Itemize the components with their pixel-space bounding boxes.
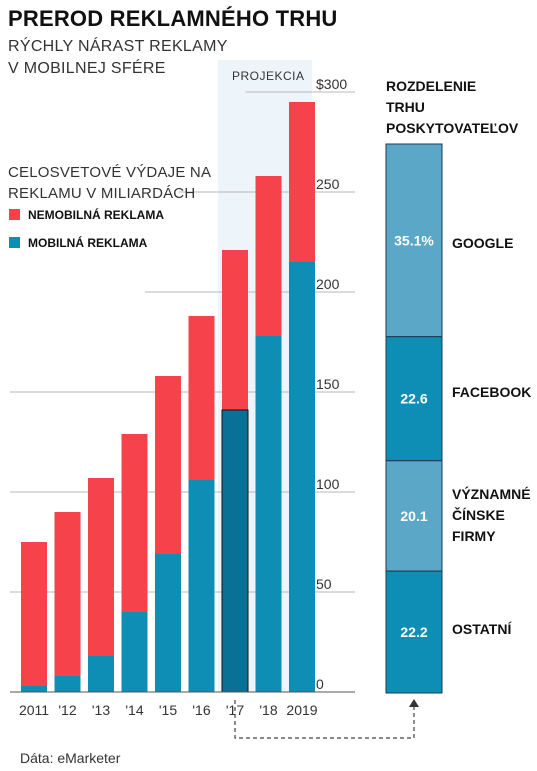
share-value-label: 20.1: [400, 508, 427, 524]
chart-subtitle-line-2: V MOBILNEJ SFÉRE: [8, 60, 166, 77]
share-label-facebook-line: FACEBOOK: [452, 384, 532, 400]
legend-label-mobile: MOBILNÁ REKLAMA: [28, 236, 148, 250]
x-tick-label: 2011: [19, 702, 49, 718]
bar-nonmobile: [88, 478, 114, 656]
chart-title: PREROD REKLAMNÉHO TRHU: [8, 6, 338, 31]
y-tick-label: 250: [316, 176, 340, 192]
share-segment: [385, 336, 443, 462]
y-tick-label: 200: [316, 276, 340, 292]
bar-nonmobile: [289, 102, 315, 262]
y-tick-label: 0: [316, 676, 324, 692]
y-tick-label: 100: [316, 476, 340, 492]
bar-nonmobile: [155, 376, 181, 554]
share-label-other-line: OSTATNÍ: [452, 621, 512, 637]
legend-title-line-2: REKLAMU V MILIARDÁCH: [8, 185, 196, 202]
y-tick-label: 150: [316, 376, 340, 392]
share-label-chinese-line-3: FIRMY: [452, 528, 496, 544]
bar-mobile: [54, 676, 81, 692]
legend-title-line-1: CELOSVETOVÉ VÝDAJE NA: [8, 164, 212, 181]
share-title-line-2: TRHU: [386, 99, 425, 115]
projection-connector: [234, 700, 415, 739]
share-segment: [385, 460, 443, 572]
x-tick-label: '13: [92, 702, 110, 718]
x-tick-label: '18: [259, 702, 277, 718]
chart-subtitle-line-1: RÝCHLY NÁRAST REKLAMY: [8, 38, 228, 55]
share-label-chinese-firms: VÝZNAMNÉ ČÍNSKE FIRMY: [452, 484, 531, 547]
legend-item-mobile: MOBILNÁ REKLAMA: [9, 236, 147, 250]
share-chart-title: ROZDELENIE TRHU POSKYTOVATEĽOV: [386, 76, 518, 139]
legend-label-nonmobile: NEMOBILNÁ REKLAMA: [28, 208, 164, 222]
bar-nonmobile: [255, 176, 282, 336]
share-value-label: 35.1%: [394, 232, 434, 248]
share-label-facebook: FACEBOOK: [452, 382, 531, 403]
x-tick-label: '16: [192, 702, 210, 718]
bar-mobile: [289, 262, 315, 692]
projection-label: PROJEKCIA: [232, 69, 305, 83]
x-tick-label: 2019: [286, 702, 317, 718]
share-label-chinese-line-1: VÝZNAMNÉ: [452, 486, 531, 502]
share-title-line-1: ROZDELENIE: [386, 78, 477, 94]
y-tick-label: 50: [316, 576, 332, 592]
bar-nonmobile: [54, 512, 81, 676]
legend-swatch-mobile: [9, 237, 20, 248]
share-label-chinese-line-2: ČÍNSKE: [452, 507, 505, 523]
bar-nonmobile: [222, 250, 248, 410]
bar-mobile: [221, 409, 249, 693]
bar-nonmobile: [21, 542, 47, 686]
bar-mobile: [121, 612, 148, 692]
legend-swatch-nonmobile: [9, 209, 20, 220]
share-label-google: GOOGLE: [452, 233, 513, 254]
x-tick-label: '14: [125, 702, 143, 718]
share-value-label: 22.6: [400, 391, 427, 407]
share-title-line-3: POSKYTOVATEĽOV: [386, 120, 519, 136]
y-tick-label: $300: [316, 76, 347, 92]
share-label-other: OSTATNÍ: [452, 619, 511, 640]
legend-item-nonmobile: NEMOBILNÁ REKLAMA: [9, 208, 164, 222]
share-value-label: 22.2: [400, 624, 427, 640]
bar-nonmobile: [121, 434, 148, 612]
connector-arrowhead: [409, 699, 419, 707]
share-segment: [385, 570, 443, 694]
bar-mobile: [188, 480, 215, 692]
share-segment: [385, 143, 443, 338]
bar-mobile: [255, 336, 282, 692]
bar-mobile: [155, 554, 181, 692]
bar-mobile: [21, 686, 47, 692]
legend-title: CELOSVETOVÉ VÝDAJE NA REKLAMU V MILIARDÁ…: [8, 162, 211, 204]
x-tick-label: '12: [58, 702, 76, 718]
bar-mobile: [88, 656, 114, 692]
share-label-google-line: GOOGLE: [452, 235, 514, 251]
x-tick-label: '15: [159, 702, 177, 718]
bar-nonmobile: [188, 316, 215, 480]
source-note: Dáta: eMarketer: [20, 750, 121, 766]
